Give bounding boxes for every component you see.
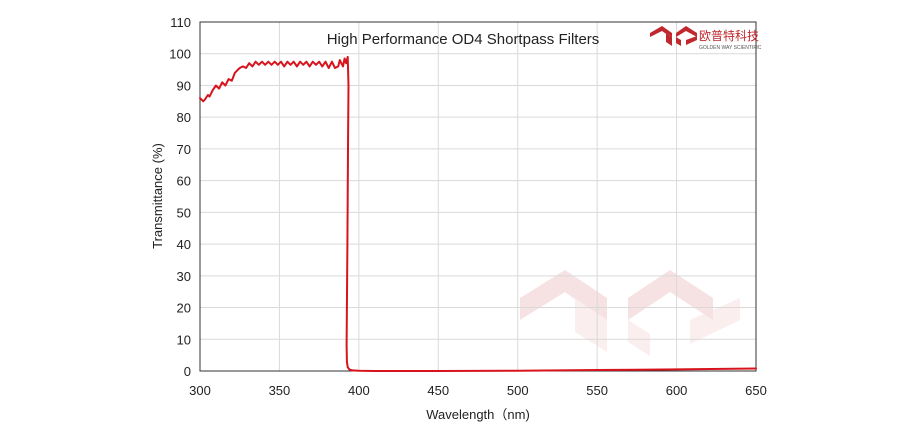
y-tick-label: 30 (177, 269, 191, 284)
y-tick-label: 20 (177, 301, 191, 316)
brand-name-en: GOLDEN WAY SCIENTIFIC (699, 45, 762, 51)
grid-lines (199, 21, 757, 372)
watermark-logo (520, 270, 740, 356)
brand-mark-icon (650, 26, 697, 46)
x-axis-label: Wavelength（nm) (426, 407, 530, 422)
x-tick-label: 300 (189, 383, 211, 398)
x-tick-label: 600 (666, 383, 688, 398)
transmittance-series-line (199, 55, 757, 372)
x-tick-label: 350 (269, 383, 291, 398)
y-tick-label: 0 (184, 364, 191, 379)
y-tick-label: 80 (177, 110, 191, 125)
x-tick-label: 500 (507, 383, 529, 398)
y-tick-label: 10 (177, 332, 191, 347)
y-tick-label: 60 (177, 174, 191, 189)
brand-logo: 欧普特科技 GOLDEN WAY SCIENTIFIC (650, 26, 762, 51)
y-axis-ticks: 0 10 20 30 40 50 60 70 80 90 100 110 (169, 15, 191, 379)
y-tick-label: 50 (177, 205, 191, 220)
series-group (199, 55, 757, 372)
y-tick-label: 70 (177, 142, 191, 157)
y-tick-label: 110 (170, 15, 191, 30)
x-axis-ticks: 300 350 400 450 500 550 600 650 (189, 383, 767, 398)
y-axis-label: Transmittance (%) (150, 143, 165, 249)
x-tick-label: 450 (427, 383, 449, 398)
y-tick-label: 90 (177, 78, 191, 93)
brand-name-cn: 欧普特科技 (699, 28, 759, 43)
x-tick-label: 400 (348, 383, 370, 398)
y-tick-label: 100 (169, 47, 191, 62)
x-tick-label: 550 (586, 383, 608, 398)
plot-frame (199, 21, 757, 372)
y-tick-label: 40 (177, 237, 191, 252)
x-tick-label: 650 (745, 383, 767, 398)
chart-title: High Performance OD4 Shortpass Filters (327, 31, 600, 48)
